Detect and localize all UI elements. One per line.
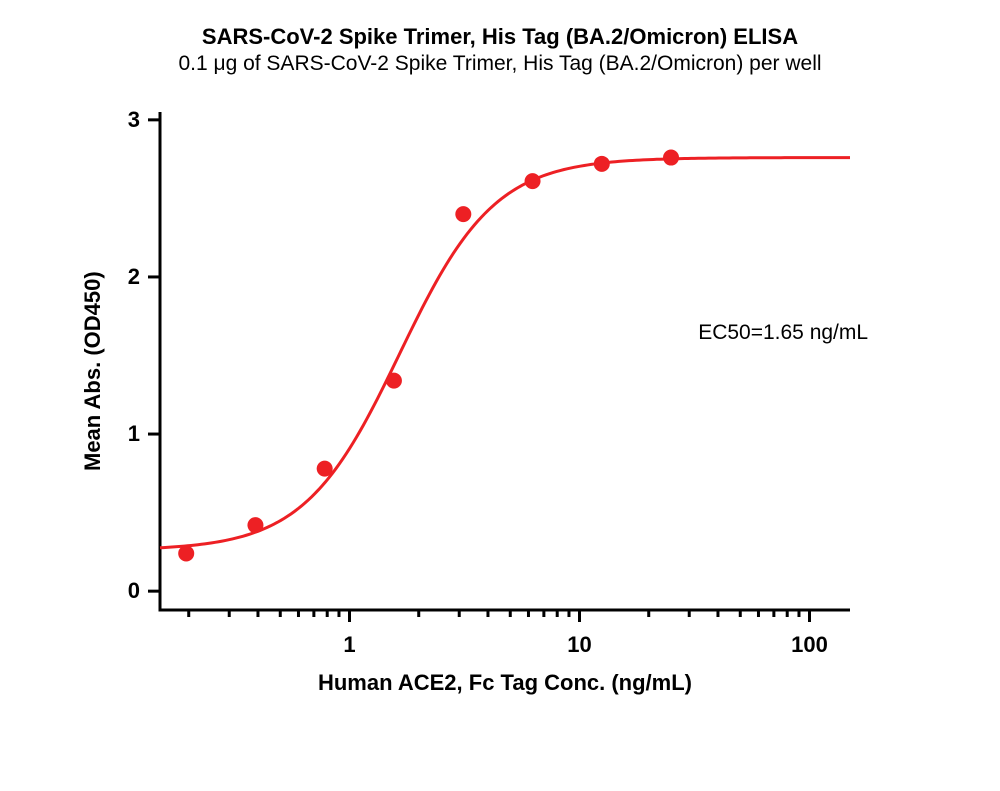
y-tick-label: 2 (128, 264, 140, 290)
ec50-annotation: EC50=1.65 ng/mL (698, 321, 868, 345)
y-axis-label: Mean Abs. (OD450) (80, 271, 106, 471)
y-tick-label: 3 (128, 107, 140, 133)
x-axis-label: Human ACE2, Fc Tag Conc. (ng/mL) (160, 670, 850, 696)
y-tick-label: 1 (128, 421, 140, 447)
plot-area (130, 82, 880, 640)
chart-subtitle: 0.1 μg of SARS-CoV-2 Spike Trimer, His T… (0, 52, 1000, 76)
title-block: SARS-CoV-2 Spike Trimer, His Tag (BA.2/O… (0, 24, 1000, 76)
x-tick-label: 100 (789, 632, 829, 658)
y-tick-label: 0 (128, 578, 140, 604)
chart-title: SARS-CoV-2 Spike Trimer, His Tag (BA.2/O… (0, 24, 1000, 50)
chart-container: SARS-CoV-2 Spike Trimer, His Tag (BA.2/O… (0, 0, 1000, 791)
x-tick-label: 10 (559, 632, 599, 658)
x-tick-label: 1 (329, 632, 369, 658)
